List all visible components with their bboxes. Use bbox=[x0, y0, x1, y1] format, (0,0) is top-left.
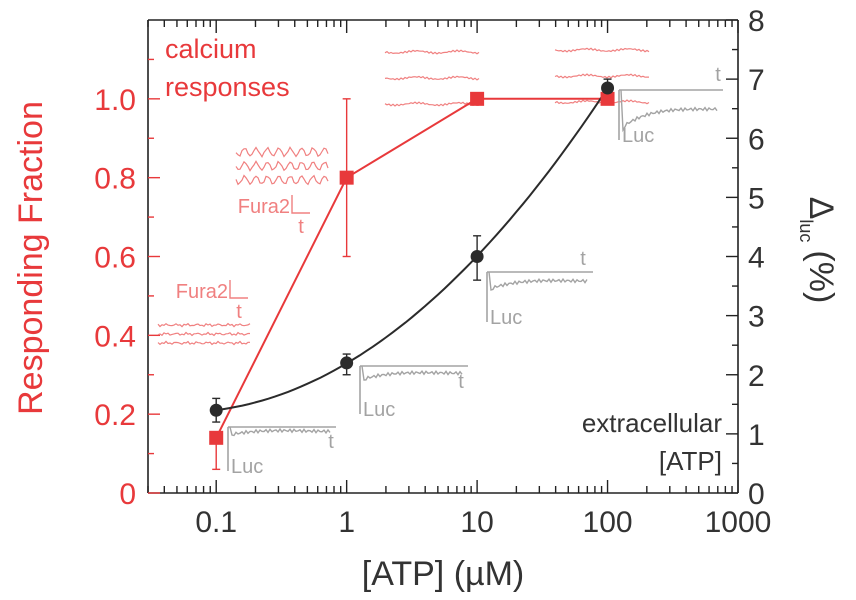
fura-scale-2-t: t bbox=[298, 216, 304, 238]
axis-ticks bbox=[147, 19, 739, 494]
luc-trace-1-trace bbox=[229, 426, 331, 437]
fura-trace-set-3 bbox=[384, 49, 480, 55]
luminescence-data-point bbox=[340, 356, 354, 370]
luc-trace-2-t: t bbox=[458, 371, 464, 393]
fura-trace-set-3 bbox=[384, 75, 480, 81]
calcium-data-point bbox=[470, 91, 485, 106]
fura-scale-1-bar bbox=[229, 280, 248, 299]
luc-trace-1-label: Luc bbox=[231, 456, 263, 478]
left-tick-label: 0.4 bbox=[94, 320, 136, 353]
luc-trace-1-t: t bbox=[328, 431, 334, 453]
x-axis-title: [ATP] (µM) bbox=[362, 555, 525, 593]
calcium-data-point bbox=[209, 430, 224, 445]
fura-scale-1-t: t bbox=[236, 301, 242, 323]
fura-trace-set-1 bbox=[157, 340, 250, 346]
fura-scale-2-bar bbox=[291, 195, 310, 214]
luminescence-data-point bbox=[209, 403, 223, 417]
right-tick-label: 4 bbox=[748, 242, 765, 275]
series-lines bbox=[215, 87, 609, 439]
calcium-data-point bbox=[600, 91, 615, 106]
luminescence-data-point bbox=[470, 250, 484, 263]
left-tick-label: 0.6 bbox=[94, 242, 136, 275]
right-axis-title-sub: luc bbox=[796, 219, 816, 242]
svg-text:Δluc(%): Δluc (%) bbox=[796, 197, 840, 304]
extracellular-label-line1: extracellular bbox=[582, 408, 723, 438]
x-tick-label: 0.1 bbox=[195, 506, 237, 539]
fura-trace-set-4 bbox=[554, 47, 650, 53]
calcium-series-line bbox=[215, 97, 608, 439]
fura-trace-set-1 bbox=[157, 322, 251, 328]
fura-trace-set-4 bbox=[554, 73, 649, 79]
right-axis-title-delta: Δ bbox=[802, 197, 840, 220]
right-tick-label: 8 bbox=[748, 5, 765, 38]
right-tick-label: 0 bbox=[748, 478, 765, 511]
right-tick-label: 1 bbox=[748, 419, 765, 452]
left-tick-label: 0.8 bbox=[94, 163, 136, 196]
luc-trace-4-trace bbox=[620, 89, 718, 133]
fura-trace-set-3 bbox=[384, 101, 480, 107]
luminescence-data-point bbox=[601, 81, 615, 95]
left-axis-title: Responding Fraction bbox=[12, 101, 50, 415]
luc-trace-4-t: t bbox=[715, 64, 721, 86]
calcium-responses-label-line2: responses bbox=[165, 72, 290, 102]
fura-trace-set-2 bbox=[235, 146, 329, 158]
extracellular-label-line2: [ATP] bbox=[659, 446, 722, 476]
luc-trace-4-label: Luc bbox=[622, 125, 654, 147]
right-tick-label: 5 bbox=[748, 182, 765, 215]
luc-trace-3-label: Luc bbox=[490, 307, 522, 329]
fura-scale-2-label: Fura2 bbox=[238, 196, 290, 218]
x-tick-label: 1000 bbox=[705, 506, 772, 539]
right-tick-label: 2 bbox=[748, 360, 765, 393]
fura-scale-1-label: Fura2 bbox=[176, 281, 228, 303]
right-tick-label: 7 bbox=[748, 64, 765, 97]
calcium-responses-label-line1: calcium bbox=[165, 34, 257, 64]
luc-trace-3-t: t bbox=[580, 248, 586, 270]
left-tick-label: 0 bbox=[119, 478, 136, 511]
fura-trace-set-1 bbox=[157, 331, 250, 337]
fura-trace-set-2 bbox=[235, 174, 329, 186]
calcium-data-point bbox=[339, 170, 354, 185]
right-axis-title: Δluc (%) bbox=[796, 197, 840, 304]
left-tick-label: 0.2 bbox=[94, 399, 136, 432]
data-markers bbox=[209, 81, 615, 445]
x-tick-label: 1 bbox=[338, 506, 355, 539]
inset-traces: Fura2 t Fura2 t Luc t Luc t Luc t Luc t bbox=[157, 47, 723, 478]
x-tick-label: 10 bbox=[460, 506, 493, 539]
luc-trace-3-trace bbox=[488, 271, 588, 291]
right-axis-title-unit: (%) bbox=[802, 250, 840, 303]
luminescence-fit-curve bbox=[216, 87, 609, 412]
x-tick-label: 100 bbox=[583, 506, 633, 539]
luc-trace-2-trace bbox=[361, 365, 463, 381]
right-tick-label: 3 bbox=[748, 301, 765, 334]
left-tick-label: 1.0 bbox=[94, 84, 136, 117]
right-tick-label: 6 bbox=[748, 123, 765, 156]
fura-trace-set-2 bbox=[235, 160, 329, 172]
luc-trace-2-label: Luc bbox=[363, 399, 395, 421]
